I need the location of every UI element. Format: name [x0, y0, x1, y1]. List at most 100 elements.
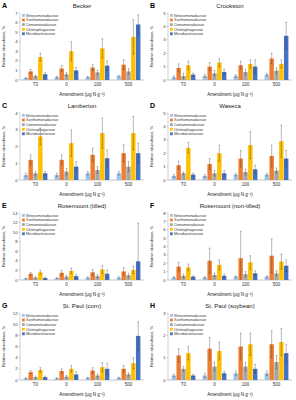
error-bar — [128, 162, 130, 172]
legend-label: Microbacteriaceae — [174, 132, 203, 136]
error-cap — [192, 376, 194, 377]
y-tick-label: 0 — [15, 78, 18, 83]
error-bar — [178, 262, 180, 270]
error-cap — [187, 153, 189, 154]
y-tick — [167, 80, 169, 81]
y-tick-label: 3 — [15, 127, 18, 132]
x-label: Amendment (μg N g⁻¹) — [207, 192, 253, 197]
error-cap — [285, 362, 287, 363]
y-tick — [167, 13, 169, 14]
legend-swatch — [22, 128, 25, 131]
error-cap — [137, 321, 139, 322]
legend-label: Nitrosomonadaceae — [26, 114, 58, 118]
y-tick — [19, 280, 21, 281]
error-cap — [249, 333, 251, 334]
bar — [86, 378, 90, 380]
error-cap — [61, 164, 63, 165]
legend: NitrosomonadaceaeXanthomonadaceaeComamon… — [170, 214, 206, 236]
error-cap — [276, 270, 278, 271]
legend-label: Nitrosomonadaceae — [174, 114, 206, 118]
error-line — [61, 270, 62, 275]
error-cap — [240, 61, 242, 62]
error-line — [250, 132, 251, 159]
error-cap — [87, 377, 89, 378]
y-label: Relative abundance, % — [149, 225, 154, 267]
bar — [33, 76, 37, 80]
error-cap — [44, 376, 46, 377]
legend-label: Nitrosomonadaceae — [26, 14, 58, 18]
x-tick-label: T0 — [181, 82, 187, 87]
x-label: Amendment (μg N g⁻¹) — [207, 292, 253, 297]
error-line — [224, 274, 225, 277]
legend-swatch — [22, 219, 25, 222]
bar — [86, 278, 90, 280]
error-cap — [128, 376, 130, 377]
error-cap — [87, 278, 89, 279]
error-cap — [178, 262, 180, 263]
error-cap — [137, 223, 139, 224]
error-bar — [101, 118, 103, 148]
error-line — [25, 77, 26, 79]
error-line — [209, 159, 210, 170]
error-line — [40, 53, 41, 61]
y-tick — [167, 229, 169, 230]
error-cap — [123, 275, 125, 276]
error-bar — [285, 344, 287, 362]
x-tick-label: 100 — [94, 282, 102, 287]
error-line — [123, 365, 124, 372]
error-cap — [249, 355, 251, 356]
error-cap — [245, 74, 247, 75]
legend-swatch — [170, 314, 173, 317]
legend-swatch — [22, 114, 25, 117]
error-line — [30, 272, 31, 275]
error-bar — [276, 68, 278, 73]
error-cap — [245, 371, 247, 372]
error-cap — [30, 164, 32, 165]
error-cap — [70, 129, 72, 130]
error-bar — [240, 231, 242, 280]
error-bar — [44, 277, 46, 279]
error-cap — [132, 273, 134, 274]
error-line — [107, 61, 108, 71]
y-tick — [167, 139, 169, 140]
title: Crookston — [216, 3, 243, 9]
error-line — [276, 68, 277, 73]
legend-swatch — [22, 19, 25, 22]
y-tick — [19, 251, 21, 252]
error-line — [245, 169, 246, 174]
error-cap — [204, 278, 206, 279]
error-cap — [187, 142, 189, 143]
y-tick-label: 4 — [163, 24, 166, 29]
error-bar — [87, 172, 89, 175]
x-label: Amendment (μg N g⁻¹) — [59, 192, 105, 197]
error-cap — [25, 278, 27, 279]
error-cap — [106, 277, 108, 278]
error-line — [102, 39, 103, 58]
error-bar — [92, 148, 94, 161]
error-line — [281, 329, 282, 356]
y-tick-label: 2 — [163, 151, 166, 156]
legend-label: Nitrosomonadaceae — [26, 214, 58, 218]
error-cap — [92, 64, 94, 65]
error-cap — [106, 269, 108, 270]
x-tick-label: T0 — [181, 382, 187, 387]
error-cap — [271, 166, 273, 167]
error-cap — [266, 75, 268, 76]
error-line — [123, 268, 124, 276]
error-cap — [123, 69, 125, 70]
error-cap — [183, 174, 185, 175]
error-cap — [101, 57, 103, 58]
error-cap — [97, 74, 99, 75]
error-line — [40, 270, 41, 274]
error-line — [56, 76, 57, 78]
legend-label: Xanthomonadaceae — [174, 218, 206, 222]
error-bar — [214, 362, 216, 371]
x-tick-label: 0 — [65, 82, 68, 87]
error-line — [128, 373, 129, 376]
legend-swatch — [22, 314, 25, 317]
error-bar — [97, 374, 99, 377]
error-line — [245, 362, 246, 371]
error-bar — [61, 155, 63, 165]
error-line — [183, 73, 184, 78]
error-bar — [39, 270, 41, 274]
